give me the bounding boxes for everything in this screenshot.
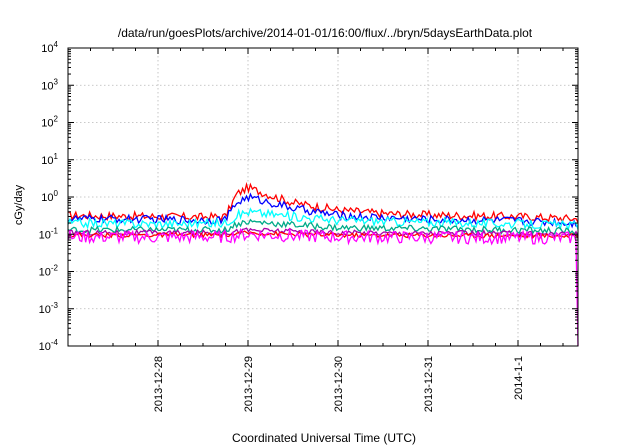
series-line-1 — [67, 181, 579, 224]
x-tick-label: 2013-12-28 — [153, 356, 165, 412]
series-line-4 — [67, 218, 579, 235]
series-line-3 — [67, 207, 579, 232]
x-tick-label: 2013-12-30 — [333, 356, 345, 412]
y-tick-label: 102 — [41, 115, 58, 130]
series-line-7 — [67, 227, 579, 347]
y-tick-label: 101 — [41, 152, 58, 167]
y-tick-label: 10-4 — [39, 338, 59, 353]
x-tick-label: 2014-1-1 — [513, 356, 525, 400]
y-tick-label: 103 — [41, 77, 58, 92]
x-axis-label: Coordinated Universal Time (UTC) — [232, 431, 416, 445]
grid — [68, 48, 578, 346]
y-tick-label: 10-1 — [39, 226, 59, 241]
x-tick-label: 2013-12-31 — [423, 356, 435, 412]
series-group — [67, 181, 579, 347]
x-axis: 2013-12-28 2013-12-29 2013-12-30 2013-12-31… — [67, 48, 564, 412]
y-tick-label: 100 — [41, 189, 58, 204]
y-tick-label: 104 — [41, 40, 58, 55]
y-tick-label: 10-2 — [39, 264, 59, 279]
y-axis: 10-4 10-3 10-2 10-1 100 101 102 103 104 — [39, 40, 578, 353]
x-tick-label: 2013-12-29 — [243, 356, 255, 412]
chart-title: /data/run/goesPlots/archive/2014-01-01/1… — [118, 26, 533, 40]
series-line-6 — [67, 230, 579, 239]
y-tick-label: 10-3 — [39, 301, 59, 316]
y-axis-label: cGy/day — [13, 184, 25, 225]
